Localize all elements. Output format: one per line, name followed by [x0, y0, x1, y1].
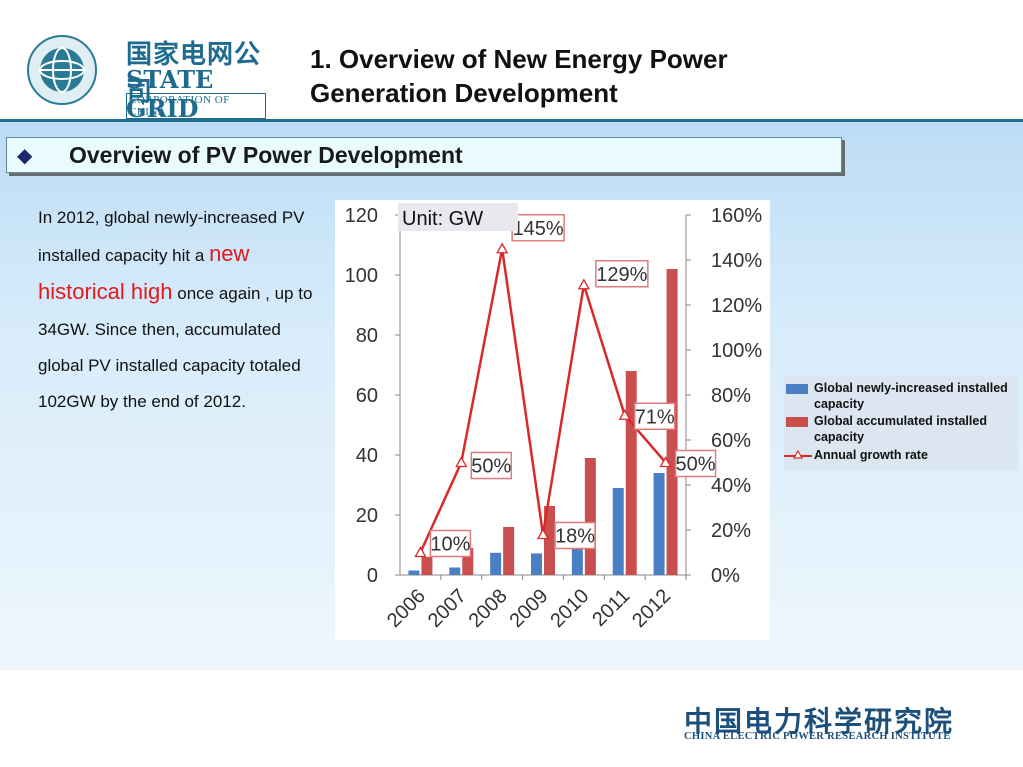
bar-newly-2010 — [571, 524, 583, 575]
data-label-box — [554, 521, 596, 550]
right-tick-label: 20% — [711, 520, 751, 542]
right-tick-label: 0% — [711, 565, 740, 587]
growth-point-2012 — [659, 456, 672, 468]
bar-accum-2010 — [584, 458, 596, 575]
bar-newly-2012 — [653, 473, 665, 575]
bar-newly-2008 — [490, 552, 502, 575]
bar-accum-2007 — [462, 548, 474, 575]
right-tick-label: 60% — [711, 430, 751, 452]
growth-point-2009 — [536, 528, 550, 540]
legend-label-accum: Global accumulated installed capacity — [814, 414, 987, 444]
chart-legend: Global newly-increased installed capacit… — [784, 375, 1018, 470]
bar-newly-2011 — [612, 488, 624, 575]
logo-sub: CORPORATION OF CHINA — [126, 93, 266, 119]
data-label: 145% — [513, 218, 564, 240]
data-label: 50% — [471, 456, 511, 478]
footer-institute-en: CHINA ELECTRIC POWER RESEARCH INSTITUTE — [684, 731, 951, 742]
growth-point-2011 — [618, 408, 631, 420]
data-label-box — [595, 260, 649, 288]
data-label-box — [429, 529, 472, 558]
growth-point-2007 — [455, 456, 468, 468]
left-tick-label: 0 — [367, 565, 378, 587]
right-tick-label: 40% — [711, 475, 751, 497]
footer-institute-cn: 中国电力科学研究院 — [684, 705, 955, 738]
pv-capacity-chart: 0 20 40 60 80 100 120 0% 20% 40% 60% 80% 100% 120% 140… — [335, 200, 770, 640]
data-label: 10% — [430, 534, 470, 556]
section-title: Overview of PV Power Development — [69, 142, 463, 168]
logo-cn: 国家电网公司 — [126, 40, 262, 107]
left-tick-label: 100 — [345, 265, 378, 287]
legend-line-icon — [784, 449, 812, 459]
growth-point-2010 — [577, 278, 590, 290]
data-label-box — [633, 402, 676, 430]
right-tick-label: 160% — [711, 205, 762, 227]
growth-point-2008 — [496, 242, 509, 254]
section-header: ◆ Overview of PV Power Development — [6, 137, 842, 173]
data-label-box — [470, 451, 513, 480]
state-grid-logo: 国家电网公司 STATE GRID CORPORATION OF CHINA — [26, 34, 266, 123]
bar-accum-2008 — [503, 527, 515, 575]
left-tick-label: 80 — [356, 325, 378, 347]
data-label-box — [674, 449, 717, 478]
globe-icon — [27, 35, 97, 105]
data-label: 71% — [635, 406, 675, 428]
body-text-part1: In 2012, global newly-increased PV insta… — [38, 208, 305, 265]
data-label-box — [511, 214, 565, 242]
footer — [0, 670, 1023, 767]
right-tick-label: 120% — [711, 295, 762, 317]
bar-accum-2011 — [625, 371, 637, 575]
page-title-line2: Generation Development — [310, 78, 618, 108]
diamond-bullet-icon: ◆ — [17, 145, 33, 167]
page-title-line1: 1. Overview of New Energy Power — [310, 44, 728, 74]
legend-label-newly: Global newly-increased installed capacit… — [814, 381, 1008, 411]
unit-label-box — [398, 203, 518, 231]
body-text-part2: once again , up to 34GW. Since then, acc… — [38, 284, 313, 411]
bar-accum-2006 — [421, 557, 433, 575]
bar-newly-2006 — [408, 570, 420, 575]
header: 国家电网公司 STATE GRID CORPORATION OF CHINA 1… — [0, 0, 1023, 123]
left-tick-label: 60 — [356, 385, 378, 407]
header-divider — [0, 119, 1023, 122]
body-paragraph: In 2012, global newly-increased PV insta… — [38, 200, 328, 420]
bar-accum-2009 — [544, 506, 555, 575]
left-tick-label: 40 — [356, 445, 378, 467]
left-tick-label: 120 — [345, 205, 378, 227]
body-highlight: new historical high — [38, 241, 250, 304]
legend-label-growth: Annual growth rate — [814, 448, 928, 462]
data-label: 129% — [596, 264, 647, 286]
bar-newly-2009 — [531, 553, 542, 575]
right-tick-label: 80% — [711, 385, 751, 407]
legend-swatch-newly — [786, 384, 808, 394]
unit-label: Unit: GW — [402, 208, 483, 230]
page-title: 1. Overview of New Energy Power Generati… — [310, 42, 830, 110]
legend-swatch-accum — [786, 417, 808, 427]
right-tick-label: 100% — [711, 340, 762, 362]
data-label: 18% — [555, 526, 595, 548]
right-tick-label: 140% — [711, 250, 762, 272]
data-label: 50% — [676, 454, 716, 476]
growth-point-2006 — [414, 546, 427, 558]
left-tick-label: 20 — [356, 505, 378, 527]
bar-newly-2007 — [449, 567, 461, 575]
